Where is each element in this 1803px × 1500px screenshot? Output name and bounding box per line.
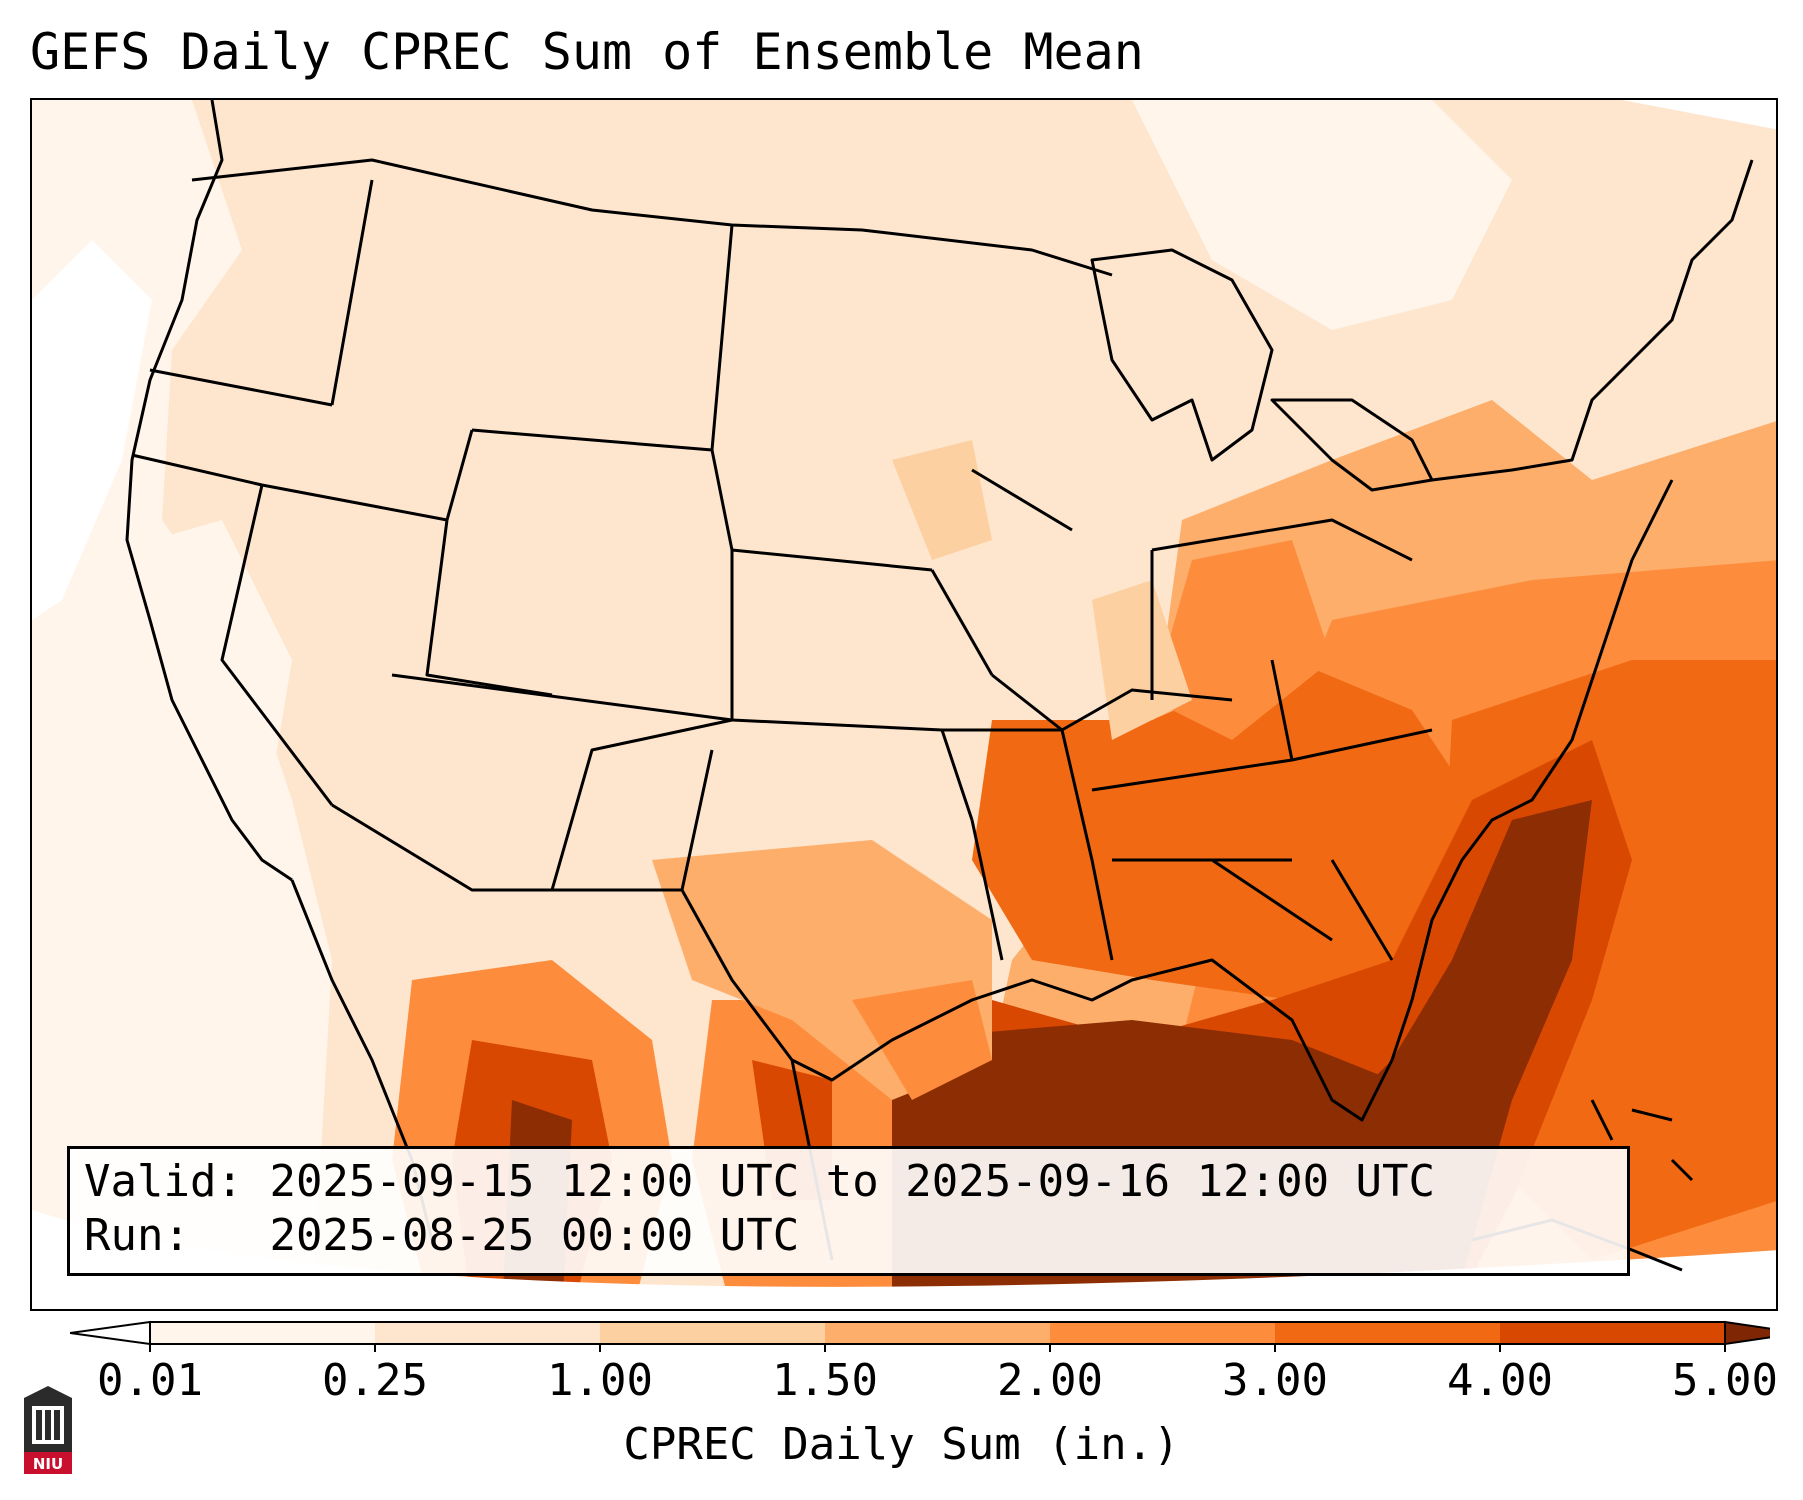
colorbar-tick-label: 4.00 [1447, 1355, 1553, 1406]
colorbar-segment [375, 1322, 601, 1344]
run-label: Run: [84, 1210, 190, 1261]
colorbar-segment [1275, 1322, 1501, 1344]
valid-label: Valid: [84, 1156, 243, 1207]
colorbar-ticks [149, 1344, 1726, 1352]
colorbar-tick-label: 0.25 [322, 1355, 428, 1406]
colorbar-segment [600, 1322, 826, 1344]
colorbar-tick-label: 0.01 [97, 1355, 203, 1406]
precip-shading [32, 100, 1776, 1309]
colorbar-tick-label: 2.00 [997, 1355, 1103, 1406]
valid-row: Valid: 2025-09-15 12:00 UTC to 2025-09-1… [84, 1155, 1613, 1209]
valid-run-info-box: Valid: 2025-09-15 12:00 UTC to 2025-09-1… [67, 1146, 1630, 1276]
colorbar-segment [825, 1322, 1051, 1344]
colorbar-tick-label: 3.00 [1222, 1355, 1328, 1406]
map-title: GEFS Daily CPREC Sum of Ensemble Mean [30, 23, 1144, 81]
state-boundaries [125, 100, 1754, 1272]
colorbar-segment [150, 1322, 376, 1344]
colorbar-over-extension [1724, 1320, 1770, 1346]
run-value: 2025-08-25 00:00 UTC [269, 1210, 800, 1261]
colorbar-tick-label: 1.50 [772, 1355, 878, 1406]
colorbar-tick-label: 1.00 [547, 1355, 653, 1406]
niu-logo: NIU [24, 1386, 72, 1474]
niu-logo-text: NIU [33, 1455, 63, 1473]
colorbar-tick-label: 5.00 [1672, 1355, 1778, 1406]
colorbar-segment [1500, 1322, 1726, 1344]
colorbar-segments [70, 1320, 1770, 1346]
colorbar-label: CPREC Daily Sum (in.) [623, 1419, 1180, 1470]
colorbar-segment [1050, 1322, 1276, 1344]
run-row: Run: 2025-08-25 00:00 UTC [84, 1209, 1613, 1263]
precipitation-map [30, 98, 1778, 1311]
map-canvas [32, 100, 1776, 1309]
colorbar [70, 1320, 1770, 1352]
valid-value: 2025-09-15 12:00 UTC to 2025-09-16 12:00… [269, 1156, 1436, 1207]
colorbar-outline [149, 1321, 1726, 1345]
colorbar-under-extension [70, 1320, 151, 1346]
